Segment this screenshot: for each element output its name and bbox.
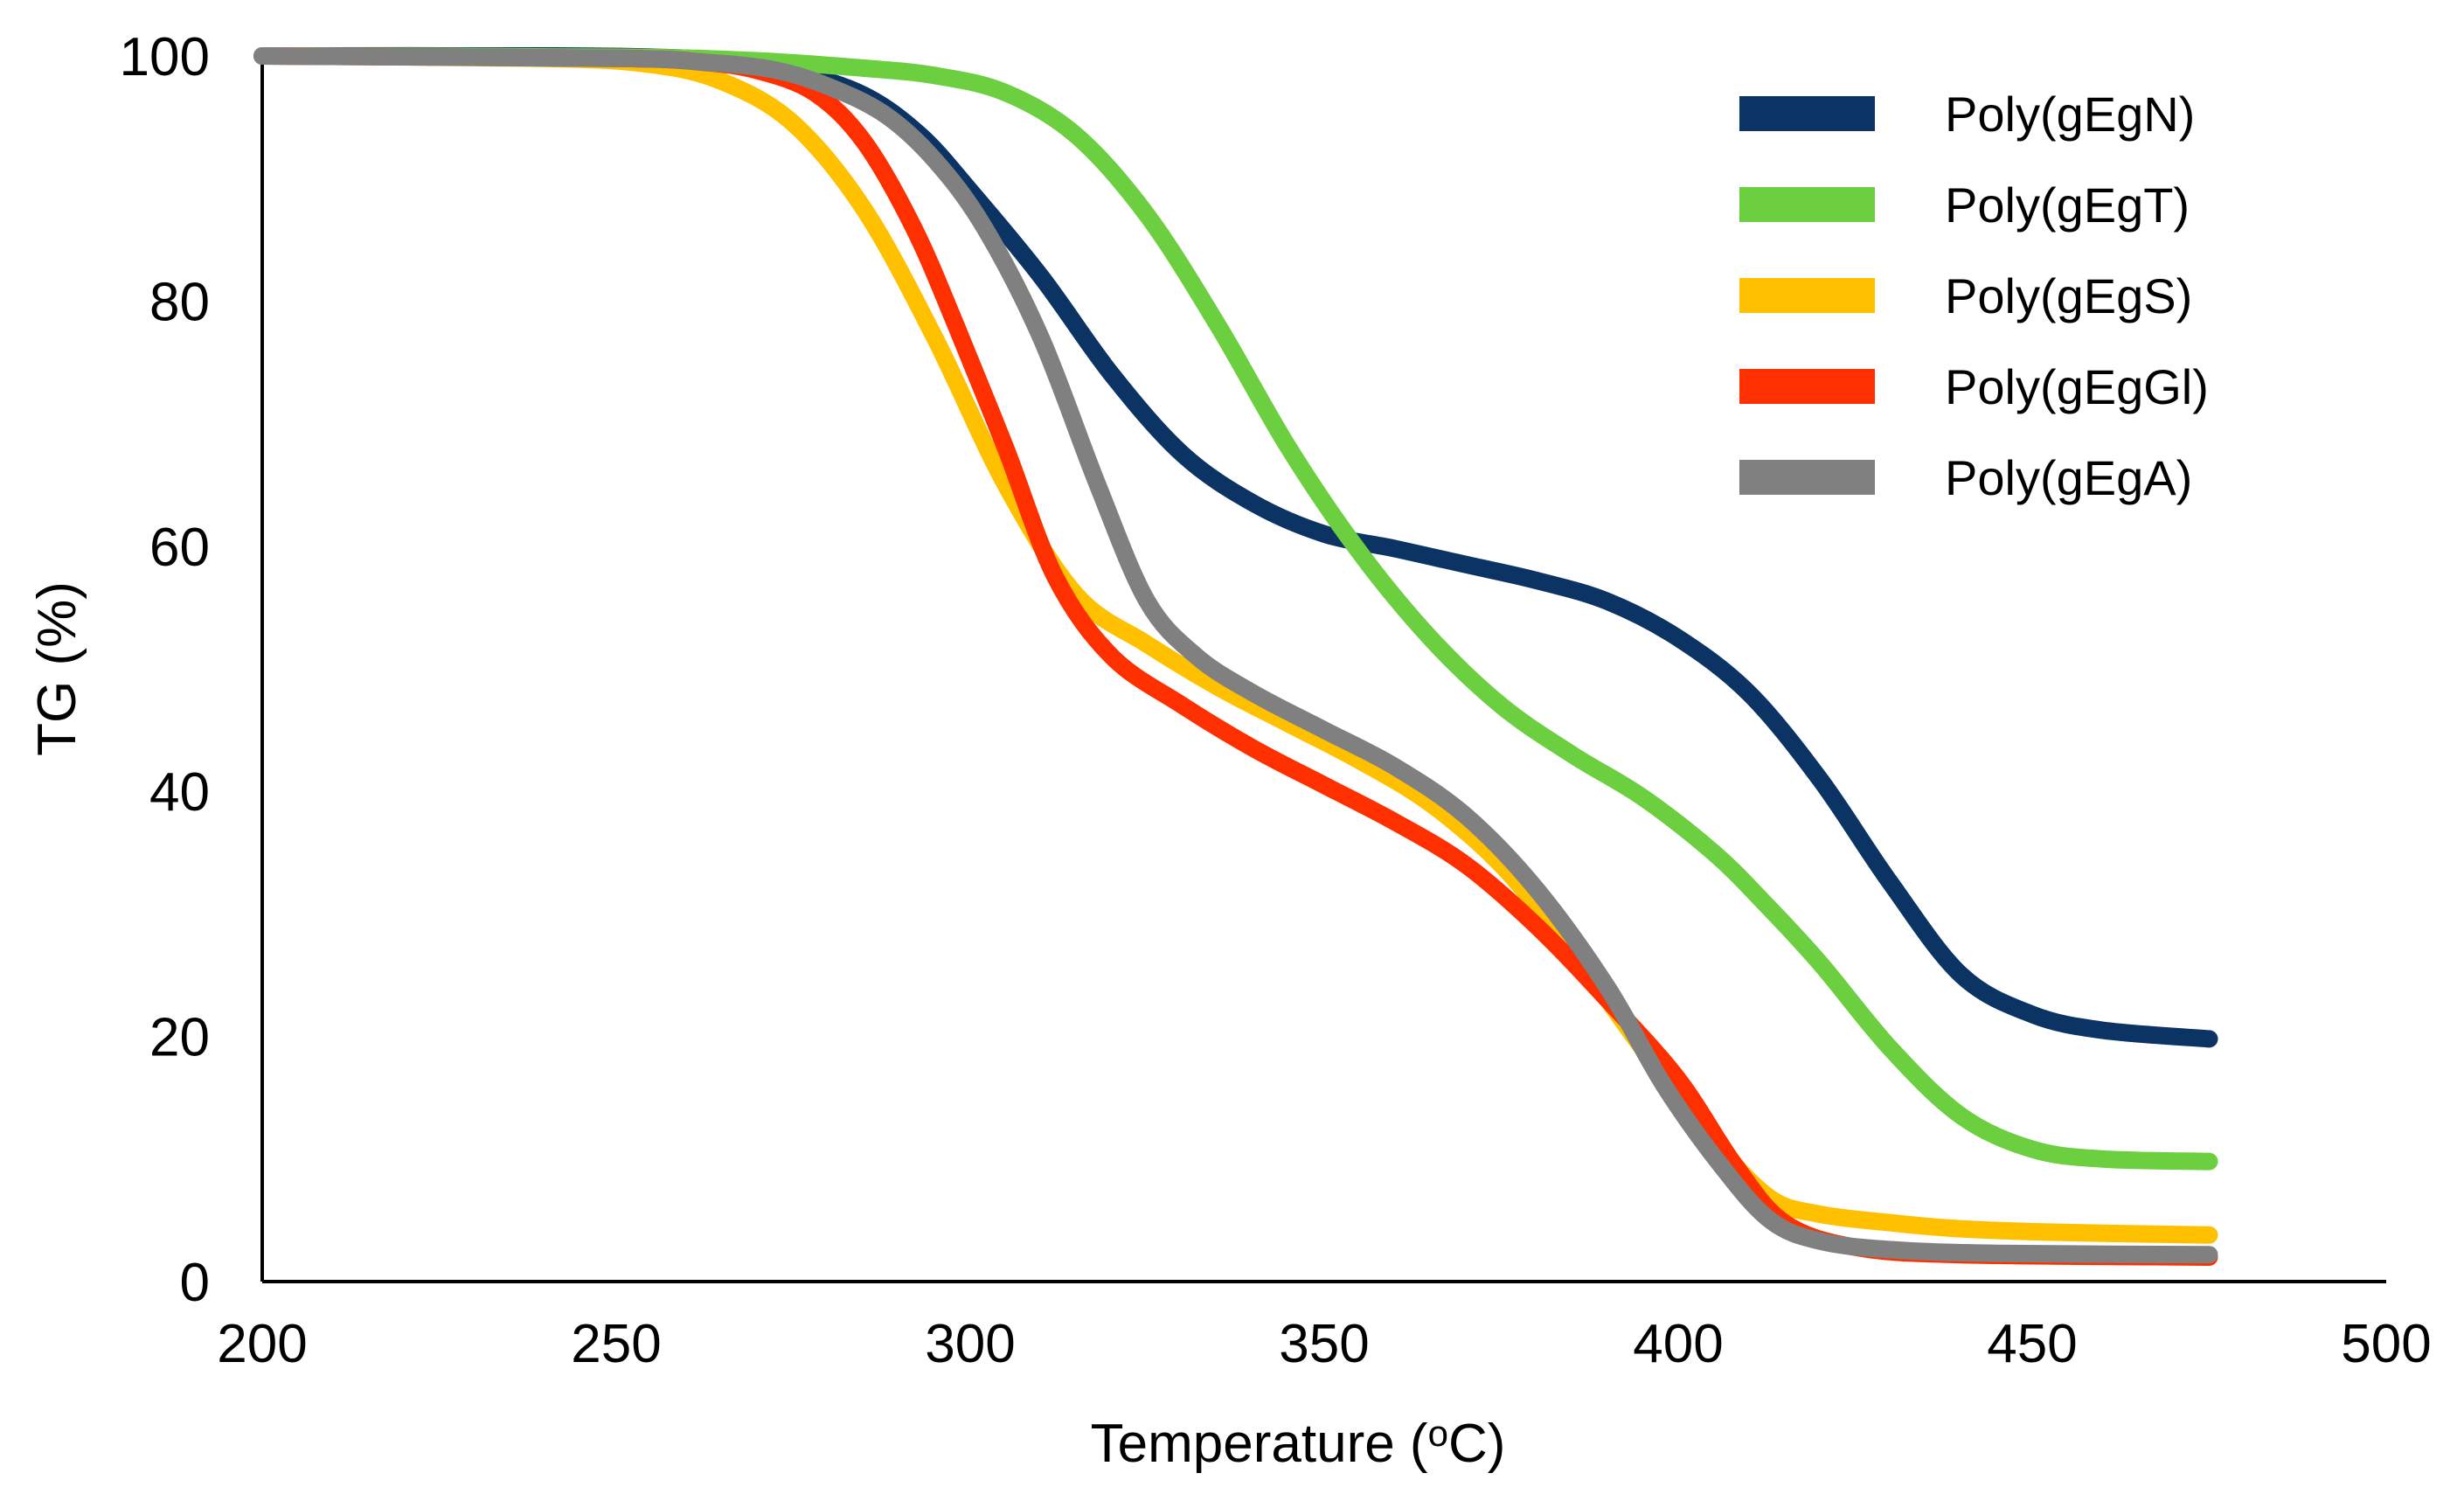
x-tick-labels: 200 250 300 350 400 450 500: [217, 1314, 2431, 1374]
series-line-2: [253, 47, 2218, 1171]
x-tick-label: 450: [1987, 1314, 2077, 1374]
x-tick-label: 250: [571, 1314, 661, 1374]
legend-label: Poly(gEgA): [1945, 450, 2192, 505]
axes: [260, 56, 2386, 1283]
x-axis-label-main: Temperature (: [1091, 1414, 1428, 1474]
legend-label: Poly(gEgGl): [1945, 359, 2209, 414]
y-tick-label: 0: [180, 1253, 210, 1313]
series-lines: [253, 46, 2218, 1266]
y-tick-label: 40: [149, 762, 210, 823]
legend-label: Poly(gEgN): [1945, 87, 2195, 142]
legend: Poly(gEgN) Poly(gEgT) Poly(gEgS) Poly(gEgGl…: [1739, 87, 2209, 505]
x-tick-label: 400: [1633, 1314, 1723, 1374]
legend-swatch: [1739, 460, 1875, 495]
x-axis-label: Temperature (oC): [1091, 1413, 1506, 1474]
y-tick-label: 60: [149, 518, 210, 578]
legend-label: Poly(gEgS): [1945, 268, 2192, 323]
legend-swatch: [1739, 96, 1875, 131]
x-tick-label: 300: [925, 1314, 1015, 1374]
y-tick-label: 20: [149, 1008, 210, 1068]
y-tick-label: 80: [149, 272, 210, 332]
y-axis-label: TG (%): [27, 581, 87, 756]
legend-swatch: [1739, 278, 1875, 313]
y-tick-label: 100: [120, 27, 210, 87]
x-tick-label: 350: [1279, 1314, 1369, 1374]
y-tick-labels: 0 20 40 60 80 100: [120, 27, 210, 1313]
series-line-5: [253, 47, 2218, 1264]
legend-label: Poly(gEgT): [1945, 177, 2190, 233]
x-tick-label: 200: [217, 1314, 307, 1374]
x-tick-label: 500: [2341, 1314, 2431, 1374]
legend-swatch: [1739, 369, 1875, 404]
x-axis-label-end: C): [1448, 1414, 1505, 1474]
series-line-3: [253, 47, 2218, 1244]
legend-swatch: [1739, 187, 1875, 222]
x-axis-label-superscript: o: [1428, 1413, 1448, 1454]
series-line-1: [253, 46, 2218, 1048]
